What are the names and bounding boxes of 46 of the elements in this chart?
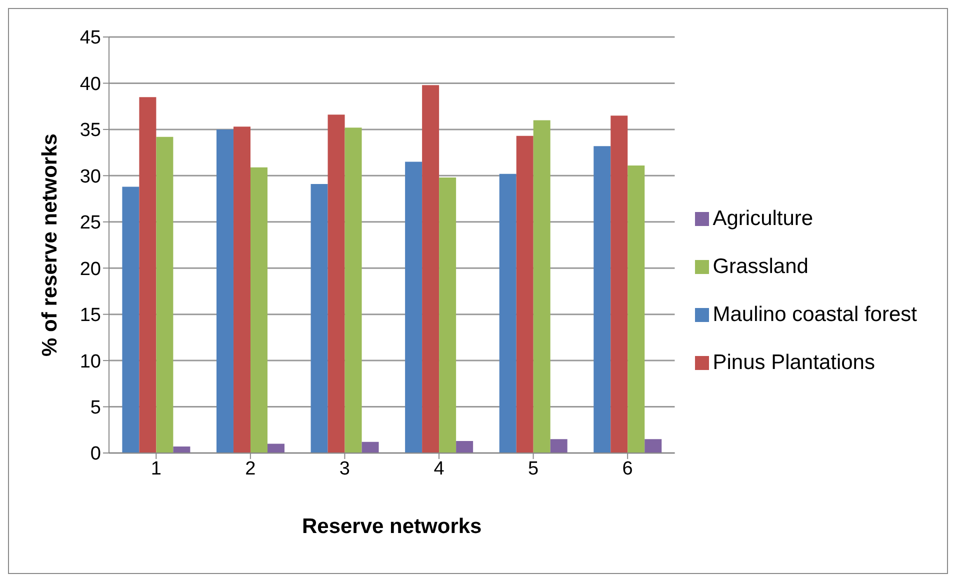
y-tick-label: 35 bbox=[80, 120, 101, 142]
bar bbox=[267, 444, 284, 453]
bar bbox=[233, 126, 250, 453]
x-axis-title: Reserve networks bbox=[302, 515, 482, 538]
y-tick-label: 15 bbox=[80, 305, 101, 326]
bar bbox=[516, 136, 534, 453]
bar bbox=[499, 174, 516, 453]
bar bbox=[456, 440, 474, 453]
x-tick-label: 2 bbox=[245, 458, 256, 480]
bar bbox=[122, 186, 140, 453]
bar bbox=[594, 146, 611, 453]
bar bbox=[139, 97, 156, 453]
bar bbox=[216, 129, 234, 453]
legend-label: Agriculture bbox=[712, 207, 814, 230]
bar bbox=[439, 178, 456, 453]
bar bbox=[156, 136, 174, 453]
y-tick-label: 0 bbox=[90, 444, 101, 465]
bar bbox=[610, 116, 628, 453]
bar bbox=[533, 120, 550, 453]
y-tick-label: 5 bbox=[90, 398, 101, 419]
bar bbox=[628, 166, 645, 453]
x-tick-label: 4 bbox=[434, 458, 445, 480]
legend-label: Pinus Plantations bbox=[712, 351, 875, 374]
bar bbox=[644, 439, 662, 453]
bar bbox=[422, 85, 440, 453]
bar bbox=[362, 442, 379, 453]
y-tick-label: 20 bbox=[80, 258, 101, 280]
bar bbox=[328, 114, 345, 453]
bar bbox=[310, 184, 328, 453]
y-tick-label: 30 bbox=[80, 166, 101, 188]
bar bbox=[405, 162, 422, 453]
bar bbox=[173, 446, 190, 453]
x-tick-label: 1 bbox=[150, 458, 162, 480]
legend-label: Maulino coastal forest bbox=[712, 303, 917, 326]
y-tick-label: 25 bbox=[80, 212, 101, 234]
x-tick-label: 5 bbox=[528, 458, 539, 480]
bar bbox=[344, 128, 362, 453]
x-tick-label: 6 bbox=[622, 458, 633, 480]
y-axis-title: % of reserve networks bbox=[38, 134, 62, 356]
legend-label: Grassland bbox=[712, 255, 808, 278]
bar bbox=[550, 439, 568, 453]
y-tick-label: 10 bbox=[80, 351, 101, 372]
y-tick-label: 45 bbox=[80, 28, 101, 49]
y-tick-label: 40 bbox=[80, 74, 101, 95]
x-tick-label: 3 bbox=[339, 458, 350, 480]
bar bbox=[250, 167, 268, 453]
